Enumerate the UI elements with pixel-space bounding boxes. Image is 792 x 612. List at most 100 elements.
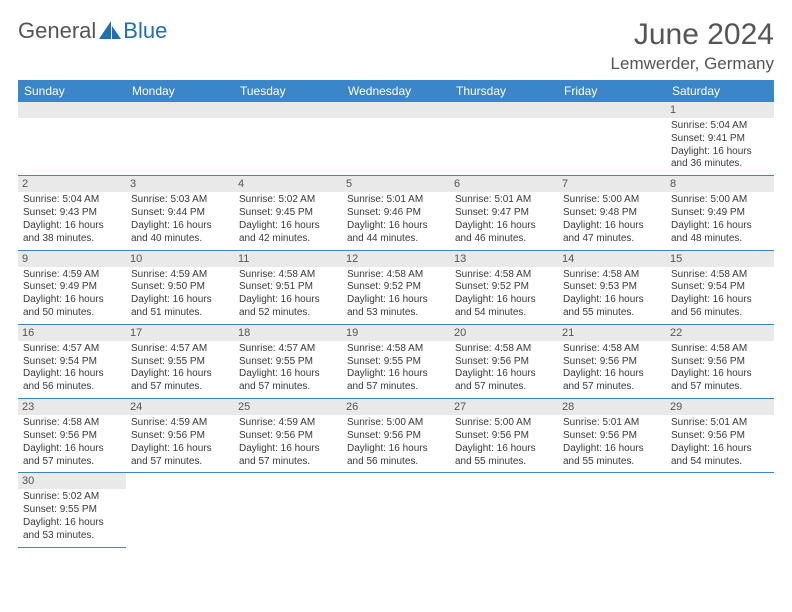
calendar-week-row: 16 Sunrise: 4:57 AMSunset: 9:54 PMDayligh… [18,324,774,398]
day-info: Sunrise: 4:58 AMSunset: 9:53 PMDaylight:… [563,269,661,320]
day-info: Sunrise: 4:58 AMSunset: 9:56 PMDaylight:… [23,417,121,468]
day-info: Sunrise: 5:00 AMSunset: 9:56 PMDaylight:… [455,417,553,468]
calendar-day-cell: 27 Sunrise: 5:00 AMSunset: 9:56 PMDayligh… [450,399,558,473]
calendar-day-cell: 14 Sunrise: 4:58 AMSunset: 9:53 PMDayligh… [558,250,666,324]
day-number: 30 [18,473,126,489]
day-info: Sunrise: 4:59 AMSunset: 9:49 PMDaylight:… [23,269,121,320]
calendar-day-cell: 13Sunrise: 4:58 AMSunset: 9:52 PMDayligh… [450,250,558,324]
calendar-day-cell: 10Sunrise: 4:59 AMSunset: 9:50 PMDayligh… [126,250,234,324]
calendar-day-cell [558,102,666,176]
weekday-header: Thursday [450,80,558,102]
calendar-day-cell: 7 Sunrise: 5:00 AMSunset: 9:48 PMDaylight… [558,176,666,250]
calendar-day-cell: 21Sunrise: 4:58 AMSunset: 9:56 PMDayligh… [558,324,666,398]
logo-text-2: Blue [123,18,167,44]
day-info: Sunrise: 5:02 AMSunset: 9:45 PMDaylight:… [239,194,337,245]
day-number: 12 [342,251,450,267]
day-number: 8 [666,176,774,192]
day-number [234,102,342,118]
title-block: June 2024 Lemwerder, Germany [611,18,774,74]
day-info: Sunrise: 5:00 AMSunset: 9:48 PMDaylight:… [563,194,661,245]
calendar-day-cell: 24 Sunrise: 4:59 AMSunset: 9:56 PMDayligh… [126,399,234,473]
calendar-page: General Blue June 2024 Lemwerder, German… [0,0,792,558]
day-number: 10 [126,251,234,267]
day-number: 29 [666,399,774,415]
day-number: 20 [450,325,558,341]
day-info: Sunrise: 4:58 AMSunset: 9:56 PMDaylight:… [455,343,553,394]
calendar-day-cell: 2Sunrise: 5:04 AMSunset: 9:43 PMDaylight… [18,176,126,250]
day-number [450,102,558,118]
calendar-day-cell: 15 Sunrise: 4:58 AMSunset: 9:54 PMDayligh… [666,250,774,324]
day-info: Sunrise: 5:02 AMSunset: 9:55 PMDaylight:… [23,491,121,542]
calendar-day-cell: 4 Sunrise: 5:02 AMSunset: 9:45 PMDaylight… [234,176,342,250]
calendar-day-cell: 12 Sunrise: 4:58 AMSunset: 9:52 PMDayligh… [342,250,450,324]
calendar-day-cell: 5 Sunrise: 5:01 AMSunset: 9:46 PMDaylight… [342,176,450,250]
location-subtitle: Lemwerder, Germany [611,54,774,74]
day-number: 28 [558,399,666,415]
day-info: Sunrise: 4:58 AMSunset: 9:52 PMDaylight:… [347,269,445,320]
day-info: Sunrise: 5:00 AMSunset: 9:49 PMDaylight:… [671,194,769,245]
weekday-header: Wednesday [342,80,450,102]
calendar-header-row: SundayMondayTuesdayWednesdayThursdayFrid… [18,80,774,102]
weekday-header: Monday [126,80,234,102]
calendar-day-cell: 9Sunrise: 4:59 AMSunset: 9:49 PMDaylight… [18,250,126,324]
calendar-day-cell [666,473,774,547]
calendar-table: SundayMondayTuesdayWednesdayThursdayFrid… [18,80,774,548]
calendar-day-cell [18,102,126,176]
calendar-day-cell [234,473,342,547]
day-number: 15 [666,251,774,267]
day-info: Sunrise: 5:01 AMSunset: 9:47 PMDaylight:… [455,194,553,245]
calendar-day-cell [342,102,450,176]
calendar-day-cell: 20 Sunrise: 4:58 AMSunset: 9:56 PMDayligh… [450,324,558,398]
day-number: 4 [234,176,342,192]
day-number [126,102,234,118]
calendar-day-cell: 30 Sunrise: 5:02 AMSunset: 9:55 PMDayligh… [18,473,126,547]
calendar-day-cell [342,473,450,547]
calendar-week-row: 1Sunrise: 5:04 AMSunset: 9:41 PMDaylight… [18,102,774,176]
day-number: 17 [126,325,234,341]
calendar-day-cell [558,473,666,547]
day-number: 18 [234,325,342,341]
day-number: 27 [450,399,558,415]
calendar-day-cell: 11Sunrise: 4:58 AMSunset: 9:51 PMDayligh… [234,250,342,324]
day-number: 19 [342,325,450,341]
calendar-day-cell [234,102,342,176]
day-number: 3 [126,176,234,192]
calendar-week-row: 23 Sunrise: 4:58 AMSunset: 9:56 PMDayligh… [18,399,774,473]
calendar-day-cell [450,102,558,176]
day-number: 5 [342,176,450,192]
calendar-day-cell: 23 Sunrise: 4:58 AMSunset: 9:56 PMDayligh… [18,399,126,473]
day-info: Sunrise: 4:58 AMSunset: 9:52 PMDaylight:… [455,269,553,320]
day-info: Sunrise: 4:59 AMSunset: 9:56 PMDaylight:… [239,417,337,468]
day-number: 24 [126,399,234,415]
day-info: Sunrise: 5:03 AMSunset: 9:44 PMDaylight:… [131,194,229,245]
weekday-header: Sunday [18,80,126,102]
weekday-header: Tuesday [234,80,342,102]
calendar-day-cell [126,473,234,547]
calendar-day-cell [126,102,234,176]
day-info: Sunrise: 4:57 AMSunset: 9:55 PMDaylight:… [131,343,229,394]
day-number [342,102,450,118]
calendar-body: 1Sunrise: 5:04 AMSunset: 9:41 PMDaylight… [18,102,774,547]
day-number: 14 [558,251,666,267]
day-info: Sunrise: 4:59 AMSunset: 9:56 PMDaylight:… [131,417,229,468]
day-number: 7 [558,176,666,192]
weekday-header: Saturday [666,80,774,102]
day-number: 6 [450,176,558,192]
day-number: 16 [18,325,126,341]
calendar-day-cell: 29 Sunrise: 5:01 AMSunset: 9:56 PMDayligh… [666,399,774,473]
day-info: Sunrise: 5:01 AMSunset: 9:46 PMDaylight:… [347,194,445,245]
day-info: Sunrise: 5:01 AMSunset: 9:56 PMDaylight:… [671,417,769,468]
calendar-day-cell: 16 Sunrise: 4:57 AMSunset: 9:54 PMDayligh… [18,324,126,398]
calendar-day-cell: 18Sunrise: 4:57 AMSunset: 9:55 PMDayligh… [234,324,342,398]
calendar-day-cell: 25Sunrise: 4:59 AMSunset: 9:56 PMDayligh… [234,399,342,473]
day-info: Sunrise: 5:01 AMSunset: 9:56 PMDaylight:… [563,417,661,468]
day-info: Sunrise: 5:04 AMSunset: 9:41 PMDaylight:… [671,120,769,171]
calendar-day-cell: 26Sunrise: 5:00 AMSunset: 9:56 PMDayligh… [342,399,450,473]
day-info: Sunrise: 4:58 AMSunset: 9:54 PMDaylight:… [671,269,769,320]
day-info: Sunrise: 5:00 AMSunset: 9:56 PMDaylight:… [347,417,445,468]
day-number: 23 [18,399,126,415]
day-info: Sunrise: 4:58 AMSunset: 9:56 PMDaylight:… [563,343,661,394]
day-info: Sunrise: 4:57 AMSunset: 9:54 PMDaylight:… [23,343,121,394]
day-info: Sunrise: 4:58 AMSunset: 9:51 PMDaylight:… [239,269,337,320]
calendar-day-cell: 17 Sunrise: 4:57 AMSunset: 9:55 PMDayligh… [126,324,234,398]
